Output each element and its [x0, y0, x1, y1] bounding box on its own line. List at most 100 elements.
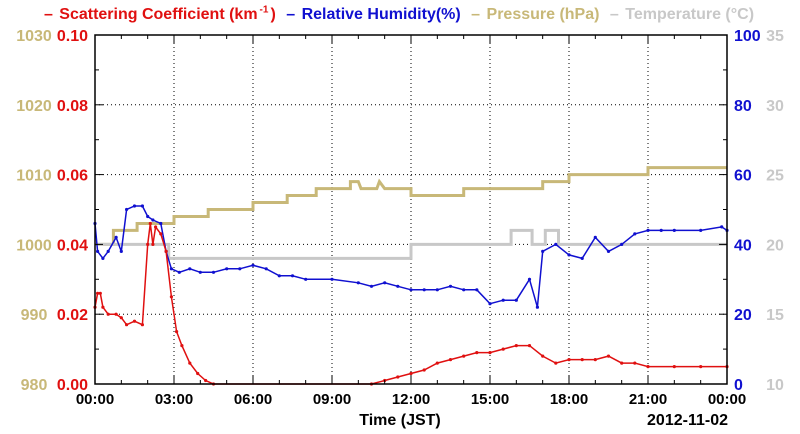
- data-point-scattering: [448, 358, 453, 362]
- series-line-temperature: [95, 228, 727, 260]
- data-point-scattering: [101, 305, 105, 309]
- y-tick-label-scattering: 0.10: [57, 28, 88, 45]
- data-point-humidity: [396, 284, 400, 288]
- date-label: 2012-11-02: [647, 412, 728, 429]
- legend-humidity: – Relative Humidity(%): [286, 6, 461, 24]
- data-point-humidity: [169, 267, 173, 271]
- data-point-scattering: [159, 232, 163, 236]
- x-tick-label: 18:00: [550, 391, 588, 408]
- data-point-humidity: [177, 270, 181, 274]
- data-point-scattering: [125, 323, 129, 327]
- data-point-scattering: [154, 225, 158, 229]
- data-point-humidity: [238, 267, 242, 271]
- data-point-humidity: [488, 302, 492, 306]
- y-tick-label-humidity: 80: [734, 98, 752, 115]
- data-point-humidity: [125, 207, 129, 212]
- data-point-scattering: [435, 361, 439, 365]
- data-point-scattering: [148, 221, 152, 226]
- series-line-pressure: [95, 166, 727, 246]
- data-point-humidity: [188, 267, 192, 271]
- y-tick-label-temperature: 20: [766, 237, 784, 254]
- data-point-humidity: [101, 256, 105, 260]
- y-tick-label-pressure: 990: [21, 307, 48, 324]
- data-point-scattering: [180, 344, 184, 348]
- data-point-scattering: [106, 312, 110, 316]
- data-point-scattering: [175, 330, 179, 334]
- data-point-scattering: [188, 361, 192, 365]
- y-tick-label-pressure: 1030: [16, 28, 52, 45]
- data-point-humidity: [264, 267, 268, 271]
- y-tick-label-scattering: 0.08: [57, 98, 88, 115]
- legend-scattering: – Scattering Coefficient (km -1): [43, 5, 276, 24]
- y-tick-label-humidity: 100: [734, 28, 761, 45]
- data-point-humidity: [659, 228, 663, 232]
- legend-scattering-sup: -1: [259, 5, 269, 16]
- x-tick-label: 06:00: [234, 391, 272, 408]
- data-point-scattering: [475, 351, 479, 355]
- legend-temperature: – Temperature (°C): [609, 6, 755, 24]
- data-point-scattering: [146, 242, 150, 246]
- data-point-scattering: [633, 361, 637, 365]
- y-tick-label-humidity: 0: [734, 377, 743, 394]
- data-point-humidity: [462, 288, 466, 292]
- data-point-humidity: [251, 263, 255, 267]
- x-axis-label: Time (JST): [359, 412, 441, 429]
- data-point-humidity: [277, 274, 281, 278]
- data-point-humidity: [501, 298, 505, 302]
- data-point-humidity: [330, 277, 334, 281]
- y-tick-label-humidity: 20: [734, 307, 752, 324]
- data-point-humidity: [211, 270, 216, 274]
- x-tick-label: 09:00: [313, 391, 351, 408]
- legend-scattering-label: Scattering Coefficient (km: [59, 6, 258, 24]
- data-point-humidity: [593, 235, 597, 239]
- data-point-scattering: [593, 358, 597, 362]
- data-point-humidity: [356, 281, 360, 285]
- data-point-humidity: [514, 298, 518, 302]
- y-tick-label-temperature: 35: [766, 28, 784, 45]
- data-point-humidity: [290, 274, 295, 278]
- data-point-humidity: [106, 249, 110, 253]
- data-point-scattering: [196, 371, 200, 376]
- legend-pressure-label: Pressure (hPa): [486, 6, 600, 24]
- data-point-scattering: [151, 242, 155, 246]
- data-point-humidity: [140, 204, 144, 208]
- y-tick-label-pressure: 980: [21, 377, 48, 394]
- data-point-scattering: [567, 358, 571, 362]
- data-point-humidity: [146, 214, 150, 219]
- data-point-humidity: [633, 232, 637, 236]
- data-point-humidity: [475, 288, 479, 292]
- data-point-scattering: [114, 312, 118, 316]
- x-tick-label: 21:00: [629, 391, 667, 408]
- y-tick-label-temperature: 25: [766, 168, 784, 185]
- data-point-humidity: [435, 288, 439, 292]
- data-point-humidity: [422, 288, 426, 292]
- y-tick-label-temperature: 15: [766, 307, 784, 324]
- data-point-humidity: [96, 249, 100, 253]
- data-point-scattering: [462, 354, 466, 358]
- data-point-scattering: [514, 344, 518, 348]
- legend-temperature-label: Temperature (°C): [625, 6, 755, 24]
- data-point-scattering: [204, 378, 208, 383]
- data-point-humidity: [672, 228, 676, 232]
- data-point-scattering: [620, 361, 624, 365]
- x-tick-label: 00:00: [708, 391, 746, 408]
- data-point-humidity: [527, 277, 532, 281]
- data-point-humidity: [225, 267, 229, 271]
- data-point-scattering: [672, 365, 676, 369]
- data-point-scattering: [580, 358, 584, 362]
- legend-pressure: – Pressure (hPa): [471, 6, 600, 24]
- data-point-scattering: [554, 361, 558, 365]
- data-point-scattering: [541, 354, 545, 358]
- y-tick-label-humidity: 40: [734, 237, 752, 254]
- data-point-humidity: [151, 218, 155, 222]
- y-tick-label-pressure: 1010: [16, 168, 52, 185]
- data-point-scattering: [119, 316, 123, 320]
- data-point-scattering: [699, 365, 703, 369]
- data-point-humidity: [567, 253, 571, 257]
- y-tick-label-scattering: 0.04: [57, 237, 88, 254]
- data-point-humidity: [114, 235, 118, 239]
- y-tick-label-temperature: 30: [766, 98, 784, 115]
- data-point-scattering: [132, 319, 137, 323]
- x-tick-label: 15:00: [471, 391, 509, 408]
